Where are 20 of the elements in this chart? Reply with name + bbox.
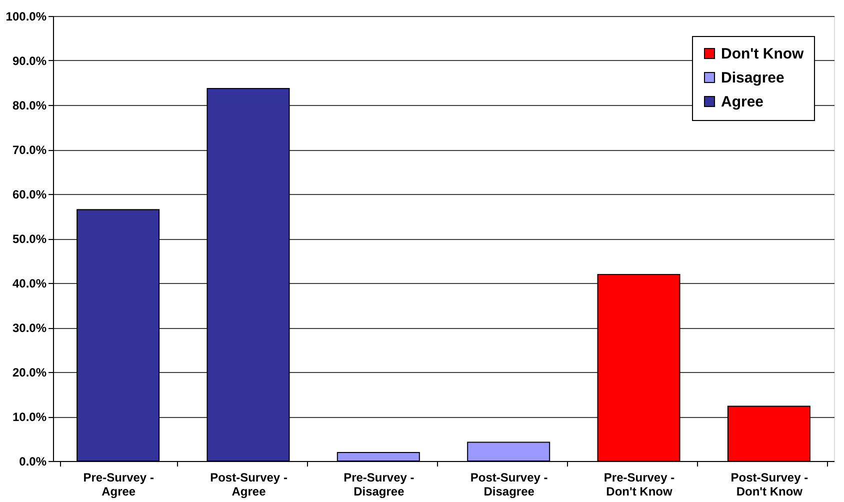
y-tick-label: 40.0% [12,276,47,290]
y-tick-label: 50.0% [12,232,47,246]
y-tick-label: 90.0% [12,54,47,68]
y-tick-label: 20.0% [12,366,47,380]
x-tick-label: Pre-Survey - Agree [83,470,154,498]
x-tick-label: Post-Survey - Disagree [470,470,548,498]
x-tick-label: Post-Survey - Don't Know [730,470,808,498]
x-tick-label: Pre-Survey - Don't Know [604,470,675,498]
x-tick-label: Pre-Survey - Disagree [344,470,414,498]
x-tick-label: Post-Survey - Agree [210,470,288,498]
y-tick-label: 0.0% [19,454,47,468]
y-tick-label: 100.0% [6,10,47,24]
legend-label: Agree [721,94,764,110]
y-tick-label: 30.0% [12,321,47,335]
y-tick-label: 70.0% [12,143,47,157]
y-tick-label: 10.0% [12,410,47,424]
y-tick-label: 60.0% [12,188,47,202]
y-tick-label: 80.0% [12,98,47,112]
legend-label: Don't Know [721,46,804,62]
legend-label: Disagree [721,70,784,86]
